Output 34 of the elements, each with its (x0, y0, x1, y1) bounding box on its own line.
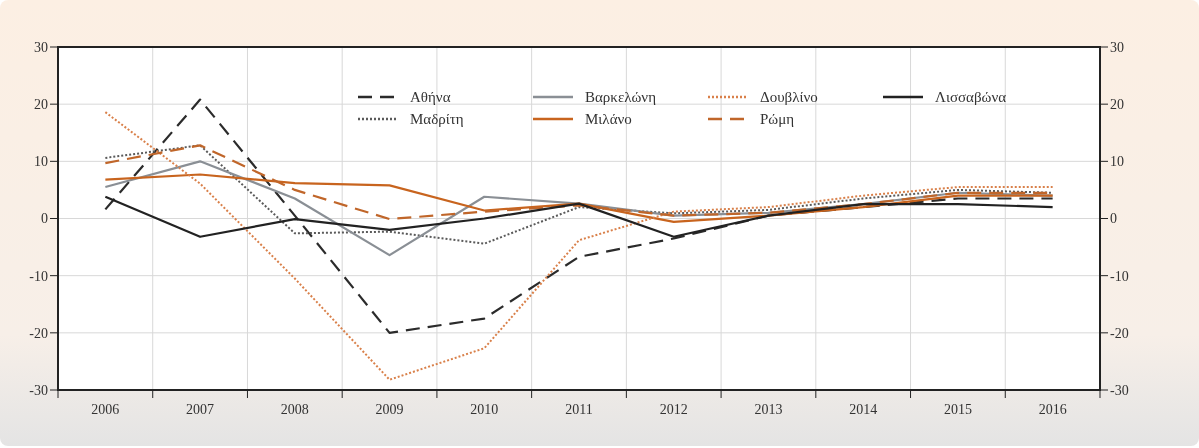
legend-label: Βαρκελώνη (585, 89, 657, 106)
x-tick-label: 2010 (470, 402, 499, 417)
y2-tick-label: -20 (1110, 325, 1129, 341)
y-tick-label: 0 (41, 211, 48, 227)
x-tick-label: 2013 (754, 402, 783, 417)
y-tick-label: 20 (34, 97, 48, 113)
x-tick-label: 2009 (375, 402, 404, 417)
legend-label: Αθήνα (410, 89, 451, 106)
y-tick-label: -30 (29, 382, 48, 398)
y2-tick-label: 20 (1110, 97, 1124, 113)
y-tick-label: -20 (29, 325, 48, 341)
x-tick-label: 2016 (1038, 402, 1067, 417)
y2-tick-label: 0 (1110, 211, 1117, 227)
x-tick-label: 2006 (91, 402, 120, 417)
y-tick-label: -10 (29, 268, 48, 284)
legend-label: Μαδρίτη (410, 111, 464, 128)
legend-label: Ρώμη (760, 111, 795, 128)
y-tick-label: 30 (34, 39, 48, 55)
legend-label: Λισσαβώνα (935, 89, 1007, 106)
x-tick-label: 2011 (565, 402, 593, 417)
legend-label: Δουβλίνο (760, 89, 818, 106)
x-tick-label: 2014 (849, 402, 878, 417)
y2-tick-label: 10 (1110, 154, 1124, 170)
y2-tick-label: -30 (1110, 382, 1129, 398)
y2-tick-label: -10 (1110, 268, 1129, 284)
x-tick-label: 2015 (943, 402, 972, 417)
line-series (104, 111, 1054, 381)
x-tick-label: 2007 (186, 402, 215, 417)
legend-label: Μιλάνο (585, 111, 632, 128)
x-tick-label: 2012 (659, 402, 688, 417)
y2-tick-label: 30 (1110, 39, 1124, 55)
line-series (104, 144, 1054, 245)
x-tick-label: 2008 (280, 402, 309, 417)
y-tick-label: 10 (34, 154, 48, 170)
